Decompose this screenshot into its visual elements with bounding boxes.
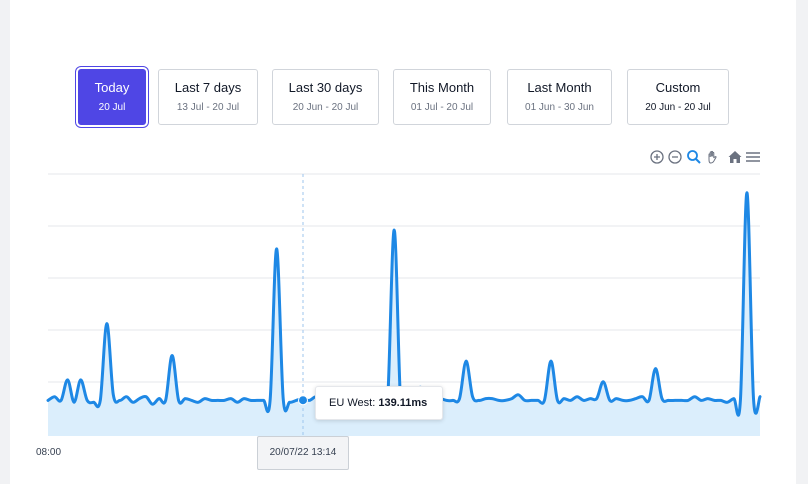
range-label: Today xyxy=(94,80,130,95)
range-last-month-button[interactable]: Last Month 01 Jun - 30 Jun xyxy=(507,69,612,125)
range-today-button[interactable]: Today 20 Jul xyxy=(78,69,146,125)
range-label: Last 30 days xyxy=(288,80,363,95)
range-label: This Month xyxy=(409,80,475,95)
highlight-point[interactable] xyxy=(298,395,308,406)
home-icon[interactable] xyxy=(727,149,743,165)
range-dates: 20 Jun - 20 Jul xyxy=(292,102,359,113)
range-label: Custom xyxy=(655,80,701,95)
range-label: Last 7 days xyxy=(174,80,242,95)
chart-toolbar xyxy=(639,149,761,167)
tooltip-series-name: EU West: xyxy=(329,397,376,409)
range-label: Last Month xyxy=(527,80,592,95)
range-dates: 20 Jun - 20 Jul xyxy=(645,102,711,113)
tooltip-value: 139.11ms xyxy=(378,397,428,409)
range-dates: 01 Jun - 30 Jun xyxy=(525,102,594,113)
magnifier-icon[interactable] xyxy=(686,149,702,165)
range-this-month-button[interactable]: This Month 01 Jul - 20 Jul xyxy=(393,69,491,125)
range-custom-button[interactable]: Custom 20 Jun - 20 Jul xyxy=(627,69,729,125)
crosshair-x-label: 20/07/22 13:14 xyxy=(257,436,349,470)
zoom-out-icon[interactable] xyxy=(667,149,683,165)
range-dates: 01 Jul - 20 Jul xyxy=(410,102,474,113)
pan-hand-icon[interactable] xyxy=(705,149,721,165)
range-dates: 20 Jul xyxy=(98,102,126,113)
range-last-30-days-button[interactable]: Last 30 days 20 Jun - 20 Jul xyxy=(272,69,379,125)
date-range-selector: Today 20 Jul Last 7 days 13 Jul - 20 Jul… xyxy=(10,0,796,140)
data-tooltip: EU West: 139.11ms xyxy=(315,386,443,420)
x-tick-label: 08:00 xyxy=(36,447,62,458)
range-dates: 13 Jul - 20 Jul xyxy=(176,102,240,113)
zoom-in-icon[interactable] xyxy=(649,149,665,165)
range-last-7-days-button[interactable]: Last 7 days 13 Jul - 20 Jul xyxy=(158,69,258,125)
menu-icon[interactable] xyxy=(745,149,761,165)
